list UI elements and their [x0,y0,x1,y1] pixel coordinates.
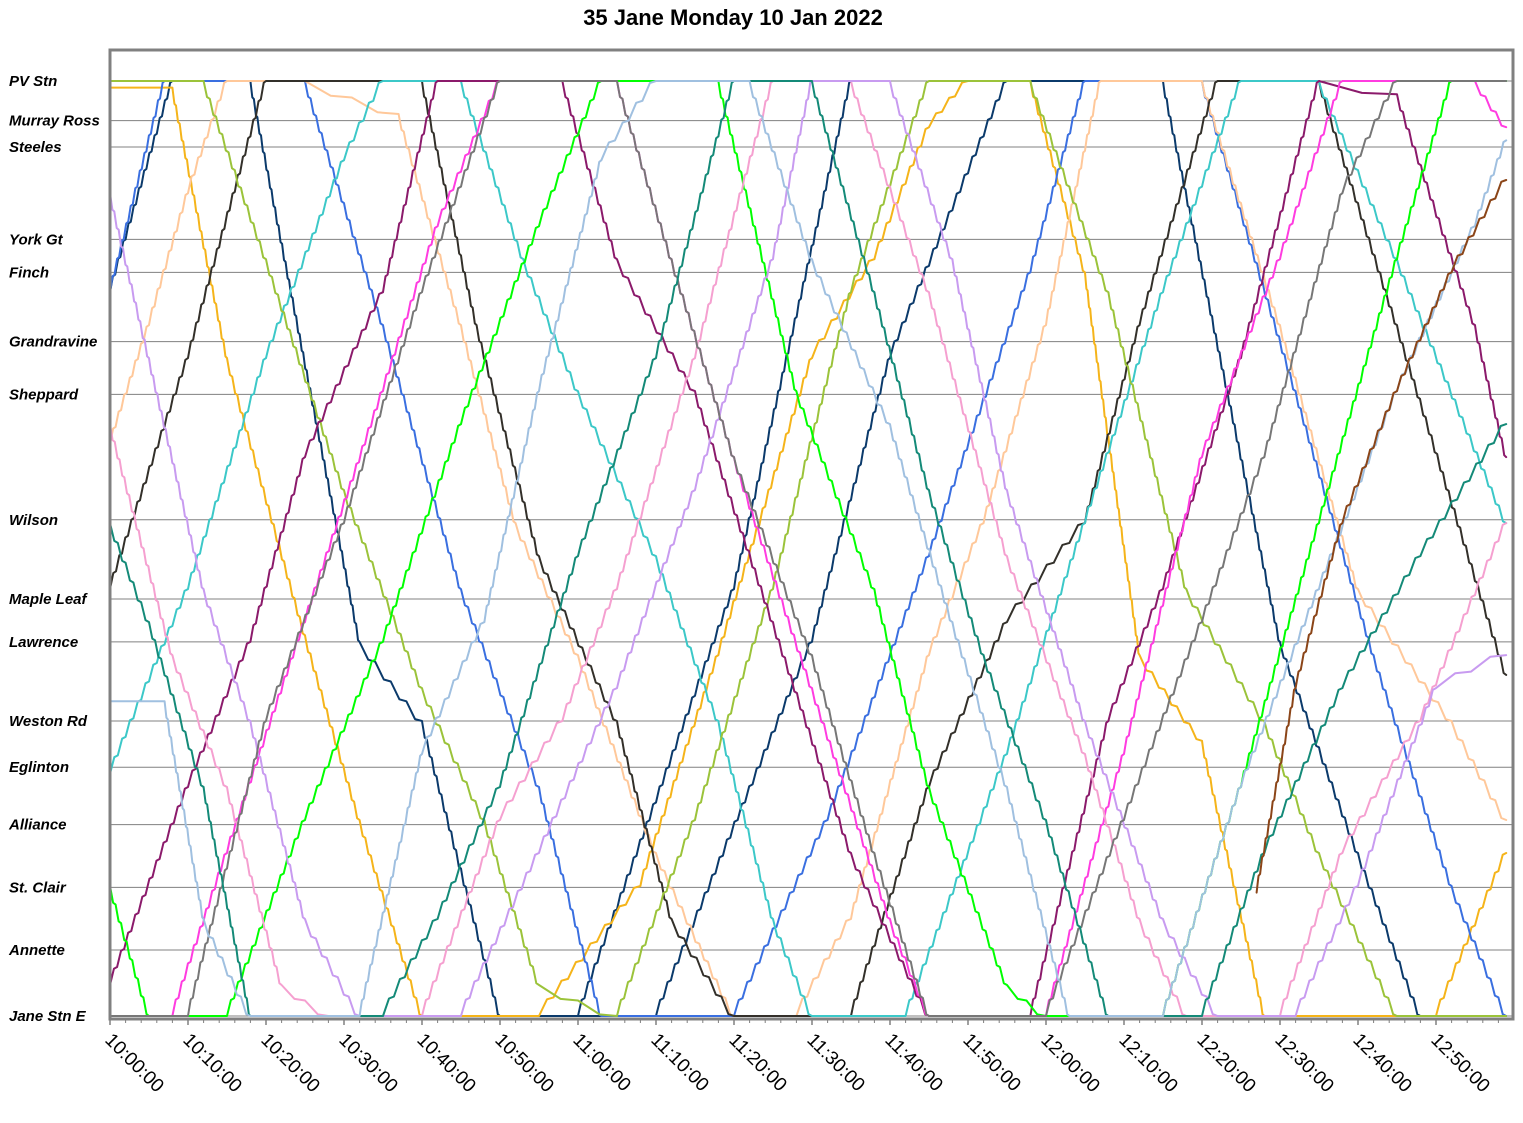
stop-label: Alliance [8,817,67,834]
trip-line [483,80,876,1017]
x-tick-label: 10:10:00 [178,1030,245,1097]
stop-label: Sheppard [9,386,79,403]
x-tick-label: 11:40:00 [880,1030,946,1096]
stop-label: Wilson [9,512,58,529]
x-tick-label: 12:00:00 [1036,1030,1103,1097]
trip-line [109,80,1508,1017]
trip-line [109,80,1508,1017]
trip-line [109,80,1508,1017]
stop-label: Grandravine [9,334,97,351]
stop-label: Maple Leaf [9,591,89,608]
stop-label: Annette [8,942,65,959]
chart-title: 35 Jane Monday 10 Jan 2022 [583,5,883,30]
trip-line [109,80,1508,1017]
stop-label: York Gt [9,231,64,248]
stop-label: Eglinton [9,759,69,776]
stop-label: Weston Rd [9,713,88,730]
trip-line [109,80,1508,1017]
stop-label: Murray Ross [9,113,100,130]
x-tick-label: 12:50:00 [1426,1030,1493,1097]
x-tick-label: 11:50:00 [958,1030,1024,1096]
stop-label: PV Stn [9,73,57,90]
x-tick-label: 11:30:00 [802,1030,868,1096]
trip-line [109,80,1508,1017]
x-tick-label: 12:10:00 [1114,1030,1181,1097]
stop-label: St. Clair [9,879,67,896]
grid-lines [110,80,1513,1017]
x-tick-label: 10:20:00 [256,1030,323,1097]
x-tick-label: 12:30:00 [1270,1030,1337,1097]
trip-line [109,80,1508,1017]
x-axis: 10:00:00 10:10:00 10:20:00 10:30:00 10:40:00… [100,1019,1499,1097]
trip-line [109,80,1508,1017]
trip-line [109,80,1508,1017]
trip-line [109,80,1508,1017]
x-tick-label: 12:40:00 [1348,1030,1415,1097]
x-tick-label: 11:00:00 [568,1030,634,1096]
x-tick-label: 10:00:00 [100,1030,167,1097]
x-tick-label: 12:20:00 [1192,1030,1259,1097]
trip-lines [109,80,1508,1017]
x-tick-label: 11:10:00 [646,1030,712,1096]
x-tick-label: 10:50:00 [490,1030,557,1097]
trip-line [109,80,1508,1017]
stop-label: Lawrence [9,634,78,651]
trip-line [109,80,1508,1017]
stop-label: Finch [9,264,49,281]
trip-line [109,80,1508,1017]
stop-label: Steeles [9,139,62,156]
x-tick-label: 11:20:00 [724,1030,790,1096]
y-axis: PV Stn Murray Ross Steeles York Gt Finch Gran… [8,73,100,1025]
trip-line [109,80,1508,1017]
trip-line [1255,179,1508,894]
x-tick-label: 10:30:00 [334,1030,401,1097]
stop-label: Jane Stn E [9,1008,87,1025]
x-tick-label: 10:40:00 [412,1030,479,1097]
plot-frame [108,48,1515,1021]
trip-line [109,80,1508,1017]
